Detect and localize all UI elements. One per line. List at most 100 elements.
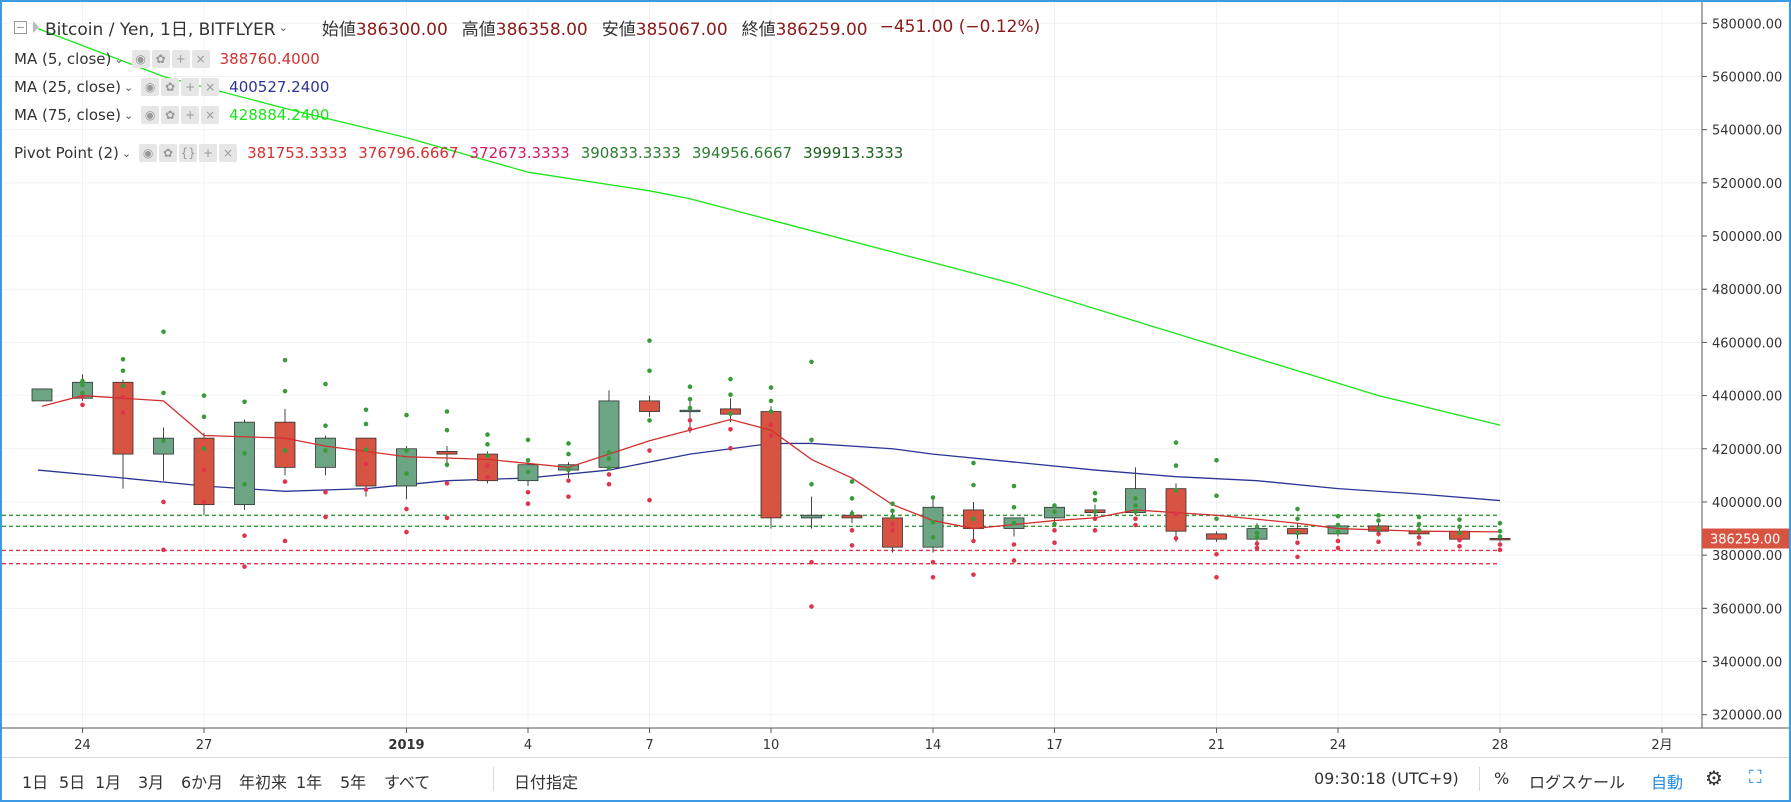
- pivot-dot: [485, 453, 490, 459]
- time-tick-label: 2019: [388, 738, 424, 753]
- indicator-controls[interactable]: ◉ ✿ + ×: [141, 106, 220, 124]
- candle-body: [31, 388, 53, 402]
- eye-icon[interactable]: ◉: [141, 106, 160, 124]
- pivot-dot: [606, 481, 612, 487]
- indicator-value: 388760.4000: [219, 50, 320, 68]
- time-tick-label: 10: [763, 738, 780, 753]
- pivot-dot: [1416, 535, 1422, 540]
- ma5-line: [41, 394, 1501, 533]
- pivot-dot: [647, 368, 652, 374]
- eye-icon[interactable]: ◉: [141, 78, 160, 96]
- flag-icon: [33, 21, 39, 33]
- indicator-name: Pivot Point (2): [14, 144, 119, 162]
- range-button[interactable]: 1日: [22, 773, 49, 792]
- candle-body: [436, 451, 458, 455]
- price-tick-label: 520000.00: [1712, 177, 1782, 192]
- pivot-dot: [1011, 542, 1017, 547]
- percent-toggle[interactable]: %: [1494, 769, 1510, 788]
- pivot-dot: [1497, 542, 1503, 547]
- price-tick-label: 420000.00: [1712, 443, 1782, 458]
- price-tick-label: 340000.00: [1712, 656, 1782, 671]
- pivot-value: 399913.3333: [803, 144, 904, 162]
- pivot-dot: [728, 392, 733, 397]
- ohlc-label: 高値: [461, 19, 496, 40]
- pivot-dot: [1335, 522, 1341, 528]
- close-icon[interactable]: ×: [219, 144, 238, 162]
- pivot-dot: [1092, 497, 1098, 503]
- range-button[interactable]: 1年: [296, 773, 323, 792]
- pivot-dot: [606, 456, 612, 461]
- log-scale-toggle[interactable]: ログスケール: [1529, 773, 1626, 792]
- pivot-dot: [728, 376, 733, 382]
- plus-icon[interactable]: +: [181, 106, 200, 124]
- chevron-down-icon[interactable]: ⌄: [278, 20, 288, 34]
- indicator-controls[interactable]: ◉ ✿ + ×: [141, 78, 220, 96]
- chevron-down-icon[interactable]: ⌄: [121, 146, 132, 160]
- pivot-dot: [1092, 528, 1098, 533]
- gear-icon[interactable]: ✿: [151, 50, 170, 68]
- pivot-dot: [1457, 517, 1462, 522]
- braces-icon[interactable]: {}: [179, 144, 198, 162]
- close-icon[interactable]: ×: [191, 50, 210, 68]
- range-button[interactable]: 年初来: [239, 773, 288, 792]
- indicator-ma75[interactable]: MA (75, close) ⌄ ◉ ✿ + × 428884.2400: [14, 104, 340, 126]
- fullscreen-icon[interactable]: ⛶: [1749, 767, 1762, 788]
- pivot-dot: [242, 533, 247, 538]
- pivot-dot: [687, 396, 693, 402]
- time-tick-label: 2月: [1651, 738, 1672, 753]
- clock[interactable]: 09:30:18 (UTC+9): [1314, 769, 1459, 788]
- candle-body: [153, 437, 174, 455]
- range-button[interactable]: すべて: [384, 773, 431, 792]
- pivot-dot: [1052, 509, 1057, 515]
- price-chart[interactable]: 320000.00 340000.00 360000.00 380000.00 4000…: [2, 2, 1789, 757]
- pivot-dot: [809, 359, 814, 365]
- pivot-dot: [80, 382, 85, 388]
- range-button[interactable]: 5日: [59, 773, 86, 792]
- pivot-dot: [80, 390, 85, 396]
- pivot-dot: [444, 462, 450, 468]
- chevron-down-icon[interactable]: ⌄: [114, 52, 124, 66]
- range-button[interactable]: 1月: [95, 773, 122, 792]
- symbol-name[interactable]: Bitcoin / Yen, 1日, BITFLYER: [45, 19, 276, 40]
- gear-icon[interactable]: ✿: [159, 144, 178, 162]
- plus-icon[interactable]: +: [199, 144, 218, 162]
- indicator-ma5[interactable]: MA (5, close) ⌄ ◉ ✿ + × 388760.4000: [14, 48, 331, 70]
- pivot-dot: [930, 495, 936, 500]
- goto-date-button[interactable]: 日付指定: [514, 773, 579, 792]
- pivot-dot: [485, 432, 490, 437]
- chevron-down-icon[interactable]: ⌄: [123, 108, 134, 122]
- indicator-controls[interactable]: ◉ ✿ + ×: [131, 50, 210, 68]
- pivot-dot: [525, 501, 531, 507]
- auto-scale-toggle[interactable]: 自動: [1651, 773, 1684, 792]
- pivot-dot: [647, 418, 652, 423]
- close-icon[interactable]: ×: [201, 106, 220, 124]
- close-icon[interactable]: ×: [201, 78, 220, 96]
- eye-icon[interactable]: ◉: [131, 50, 150, 68]
- candle-body: [274, 421, 296, 468]
- pivot-dot: [566, 478, 571, 483]
- pivot-dot: [1416, 528, 1422, 533]
- plus-icon[interactable]: +: [171, 50, 190, 68]
- chevron-down-icon[interactable]: ⌄: [123, 80, 134, 94]
- gear-icon[interactable]: ✿: [161, 78, 180, 96]
- plus-icon[interactable]: +: [181, 78, 200, 96]
- price-change: −451.00 (−0.12%): [879, 17, 1041, 37]
- indicator-controls[interactable]: ◉ ✿{} + ×: [139, 144, 238, 162]
- pivot-dot: [201, 467, 207, 473]
- candle-body: [760, 411, 782, 519]
- indicator-pivot[interactable]: Pivot Point (2) ⌄ ◉ ✿{} + × 381753.3333 3767…: [14, 142, 914, 164]
- indicator-ma25[interactable]: MA (25, close) ⌄ ◉ ✿ + × 400527.2400: [14, 76, 340, 98]
- range-button[interactable]: 3月: [138, 773, 165, 792]
- pivot-dot: [404, 412, 409, 418]
- pivot-dot: [80, 394, 85, 400]
- pivot-dot: [1133, 516, 1138, 522]
- gear-icon[interactable]: ⚙: [1705, 766, 1723, 790]
- range-button[interactable]: 5年: [340, 773, 367, 792]
- price-tick-label: 320000.00: [1712, 709, 1782, 724]
- gear-icon[interactable]: ✿: [161, 106, 180, 124]
- range-button[interactable]: 6か月: [181, 773, 224, 792]
- eye-icon[interactable]: ◉: [139, 144, 158, 162]
- pivot-dot: [1133, 522, 1138, 528]
- ohlc-value: 386259.00: [775, 19, 868, 40]
- collapse-icon[interactable]: [14, 20, 27, 34]
